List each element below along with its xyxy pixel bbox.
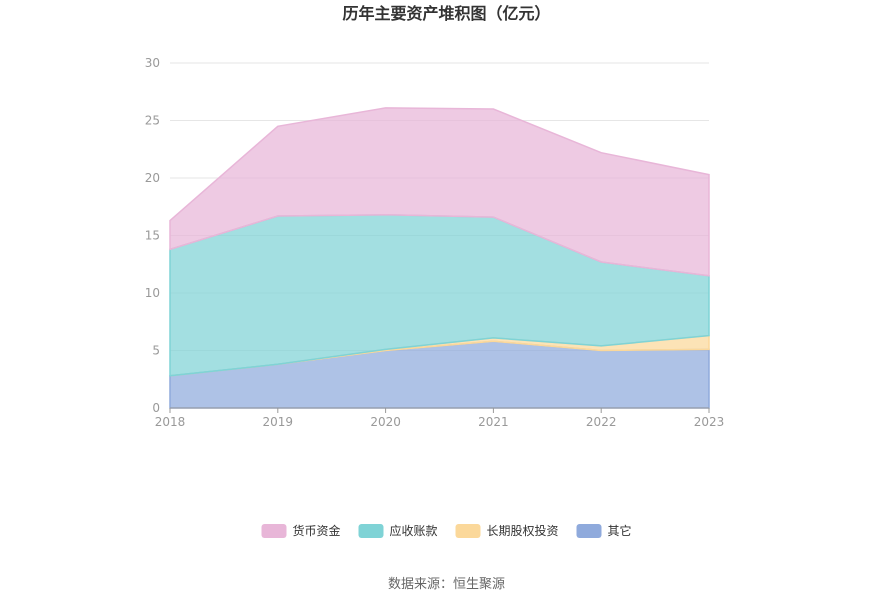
y-tick-label: 15 — [145, 229, 160, 243]
x-tick-label: 2020 — [370, 415, 401, 429]
y-tick-label: 30 — [145, 56, 160, 70]
area-series — [169, 107, 710, 409]
legend-label[interactable]: 货币资金 — [293, 523, 341, 538]
legend-label[interactable]: 其它 — [608, 523, 632, 538]
legend-swatch[interactable] — [455, 524, 481, 538]
area-货币资金 — [169, 107, 710, 277]
chart-title: 历年主要资产堆积图（亿元） — [342, 4, 550, 23]
y-tick-label: 25 — [145, 114, 160, 128]
legend-swatch[interactable] — [358, 524, 384, 538]
y-tick-label: 0 — [152, 401, 160, 415]
x-tick-label: 2023 — [694, 415, 725, 429]
legend: 货币资金 应收账款 长期股权投资 其它 — [261, 523, 632, 538]
legend-swatch[interactable] — [261, 524, 287, 538]
axes: 0 5 10 15 20 25 30 2018 2019 2020 2021 2022 2023 — [145, 56, 725, 429]
x-tick-label: 2018 — [155, 415, 186, 429]
y-tick-label: 20 — [145, 171, 160, 185]
legend-swatch[interactable] — [576, 524, 602, 538]
legend-label[interactable]: 长期股权投资 — [487, 523, 559, 538]
source-note: 数据来源：恒生聚源 — [388, 577, 505, 592]
x-tick-label: 2021 — [478, 415, 509, 429]
x-tick-label: 2019 — [263, 415, 294, 429]
x-tick-label: 2022 — [586, 415, 617, 429]
y-tick-label: 10 — [145, 286, 160, 300]
legend-label[interactable]: 应收账款 — [390, 523, 438, 538]
y-tick-label: 5 — [152, 344, 160, 358]
